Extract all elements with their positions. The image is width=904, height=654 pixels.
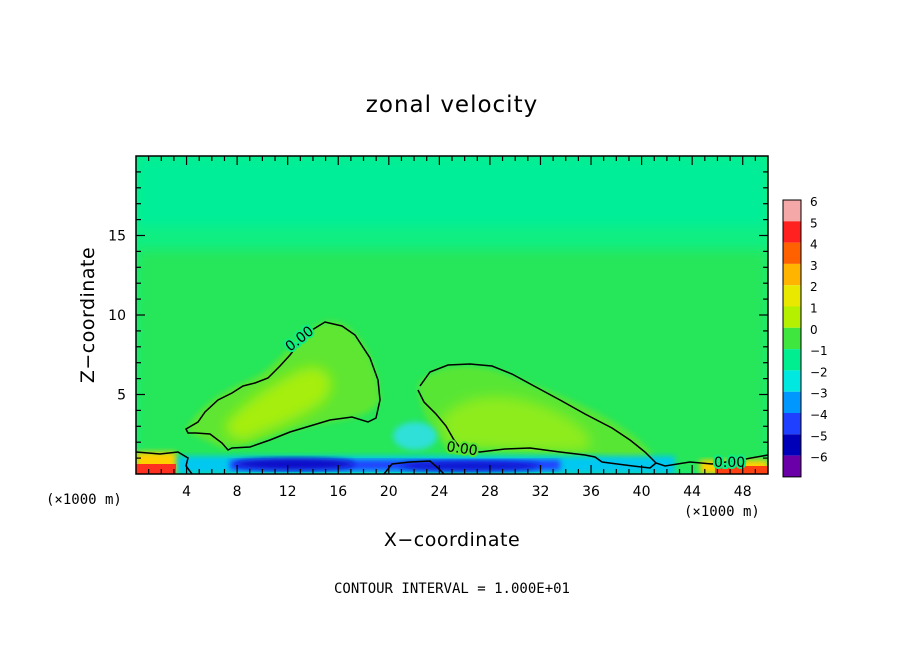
x-tick-label: 32: [532, 484, 550, 500]
contour-interval-note: CONTOUR INTERVAL = 1.000E+01: [334, 581, 570, 597]
colorbar-label: 2: [810, 280, 818, 294]
y-axis-label: Z−coordinate: [77, 247, 99, 383]
colorbar-label: −1: [810, 344, 828, 358]
y-tick-labels: 5 10 15: [108, 229, 126, 404]
colorbar-frame: [782, 199, 802, 478]
negative-pocket: [393, 422, 437, 450]
zero-contour-west: [185, 321, 381, 451]
colorbar-swatch: [783, 242, 801, 264]
colorbar-label: 5: [810, 216, 818, 230]
x-tick-label: 16: [329, 484, 347, 500]
colorbar-swatch: [783, 455, 801, 477]
zero-contour-lower: [417, 389, 657, 469]
x-tick-label: 40: [633, 484, 651, 500]
positive-lobe-east-core: [440, 396, 590, 451]
colorbar-label: 6: [810, 195, 818, 209]
y-tick-label: 15: [108, 229, 126, 245]
colorbar-swatch: [783, 285, 801, 307]
colorbar-label: −6: [810, 451, 828, 465]
contour-label-right: 0.00: [714, 455, 745, 471]
colorbar-swatch: [783, 391, 801, 413]
x-axis-label: X−coordinate: [384, 529, 520, 551]
colorbar-swatch: [783, 200, 801, 222]
x-tick-label: 28: [481, 484, 499, 500]
surface-negative-min-east: [400, 461, 540, 471]
colorbar-label: −4: [810, 408, 828, 422]
ticks: [136, 156, 768, 474]
x-tick-label: 44: [683, 484, 701, 500]
x-unit-right: (×1000 m): [684, 504, 760, 520]
plot-area: [136, 156, 768, 474]
surface-negative-min: [235, 458, 355, 470]
zero-contour-east: [419, 363, 768, 467]
colorbar: 6 5 4 3 2 1 0 −1 −2 −3 −4 −5 −6: [782, 195, 828, 478]
colorbar-label: −2: [810, 365, 828, 379]
x-tick-label: 24: [430, 484, 448, 500]
colorbar-swatch: [783, 434, 801, 456]
positive-lobe-west-core: [225, 367, 331, 440]
x-tick-label: 4: [182, 484, 191, 500]
colorbar-label: 3: [810, 259, 818, 273]
colorbar-swatch: [783, 263, 801, 286]
colorbar-swatch: [783, 327, 801, 350]
colorbar-label: 1: [810, 302, 818, 316]
chart-title: zonal velocity: [366, 92, 538, 118]
x-tick-label: 48: [734, 484, 752, 500]
colorbar-swatch: [783, 221, 801, 243]
surface-strip-west-core: [136, 464, 176, 474]
y-tick-label: 10: [108, 308, 126, 324]
colorbar-swatch: [783, 413, 801, 435]
x-tick-label: 20: [380, 484, 398, 500]
upper-layer: [136, 156, 768, 226]
colorbar-label: 4: [810, 238, 818, 252]
colorbar-swatch: [783, 306, 801, 328]
colorbar-label: −3: [810, 387, 828, 401]
x-tick-labels: 4 8 12 16 20 24 28 32 36 40 44 48: [182, 484, 752, 500]
surface-negative-core: [230, 460, 560, 470]
x-tick-label: 36: [582, 484, 600, 500]
surface-strip-east-core: [715, 466, 768, 474]
colorbar-label: −5: [810, 429, 828, 443]
x-tick-label: 8: [233, 484, 242, 500]
y-tick-label: 5: [117, 388, 126, 404]
colorbar-swatch: [783, 370, 801, 392]
colorbar-swatch: [783, 349, 801, 371]
colorbar-label: 0: [810, 323, 818, 337]
x-unit-left: (×1000 m): [46, 492, 122, 508]
x-tick-label: 12: [279, 484, 297, 500]
